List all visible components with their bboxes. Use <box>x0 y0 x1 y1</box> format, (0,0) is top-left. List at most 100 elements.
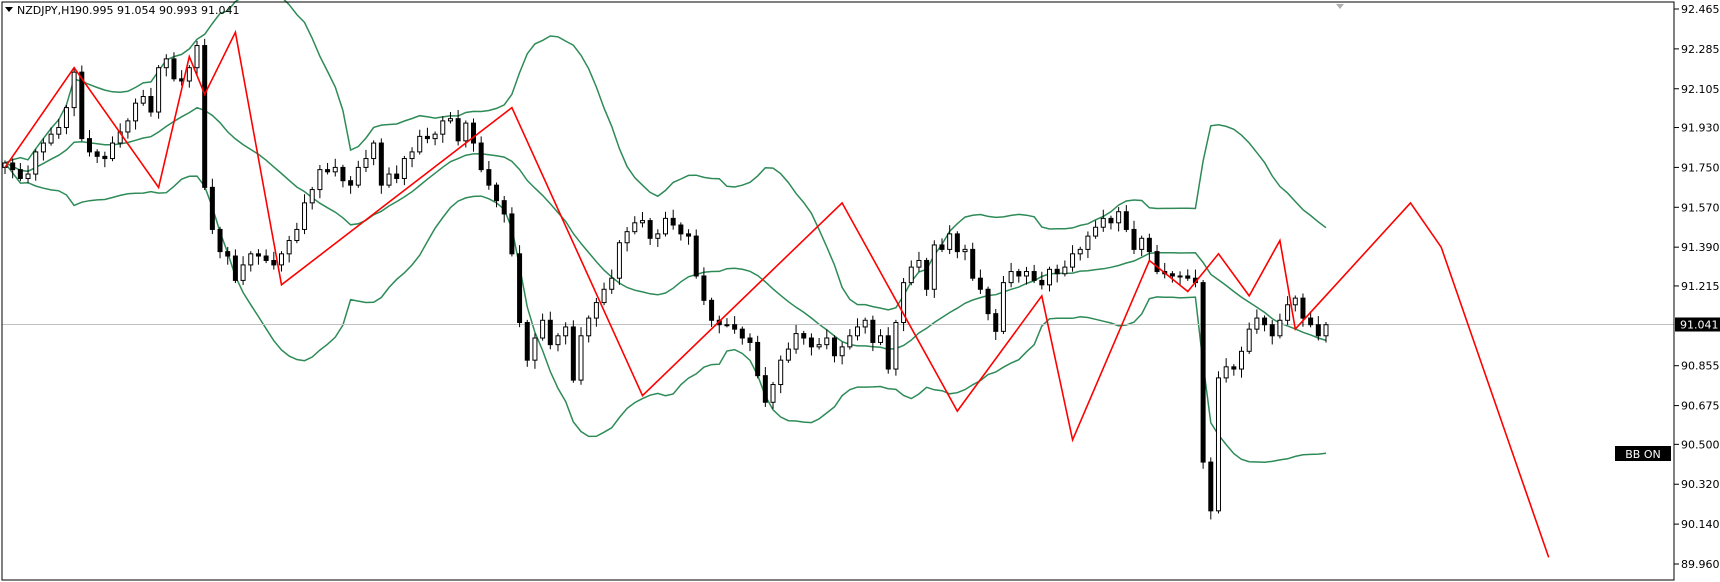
candle <box>801 330 807 345</box>
candle <box>1315 316 1321 341</box>
price-tick-label: 91.750 <box>1681 161 1720 174</box>
candle <box>255 249 261 265</box>
candle <box>517 245 523 328</box>
candle <box>355 160 361 188</box>
price-tick-label: 90.855 <box>1681 360 1720 373</box>
candle <box>478 136 484 173</box>
candle <box>632 216 638 235</box>
candle <box>1131 220 1137 255</box>
candle <box>294 222 300 244</box>
candle <box>17 162 23 182</box>
candle <box>678 222 684 241</box>
price-tick-label: 90.140 <box>1681 518 1720 531</box>
candle <box>878 329 884 346</box>
candle <box>824 329 830 350</box>
candle <box>240 256 246 286</box>
candle <box>747 333 753 352</box>
candle <box>494 182 500 208</box>
candle <box>993 308 999 341</box>
ohlc-values: 90.995 91.054 90.993 91.041 <box>75 4 239 17</box>
candle <box>447 112 453 124</box>
bb-on-label[interactable]: BB ON <box>1625 448 1660 461</box>
price-tick-label: 92.285 <box>1681 43 1720 56</box>
candle <box>563 322 569 345</box>
candle <box>470 118 476 152</box>
candle <box>509 207 515 257</box>
bollinger-bands <box>4 0 1327 464</box>
candle <box>278 251 284 272</box>
candle <box>202 38 208 191</box>
candle <box>1031 264 1037 284</box>
candle <box>1062 260 1068 277</box>
candle <box>808 333 814 356</box>
candle <box>209 178 215 235</box>
candle <box>1254 309 1260 334</box>
candle <box>831 335 837 363</box>
candle <box>532 333 538 369</box>
candle <box>686 229 692 245</box>
candle <box>1000 275 1006 335</box>
candle <box>33 149 39 181</box>
candle <box>624 227 630 252</box>
current-price-tag <box>1675 317 1720 332</box>
candle <box>639 211 645 228</box>
candle <box>148 87 154 117</box>
candle <box>1023 266 1029 285</box>
candle <box>586 315 592 343</box>
candle <box>524 319 530 367</box>
candle <box>48 127 54 146</box>
candle <box>693 229 699 279</box>
candle <box>839 342 845 365</box>
candle <box>1077 246 1083 261</box>
candle <box>770 381 776 409</box>
candle <box>616 240 622 285</box>
candle <box>847 329 853 350</box>
price-tick-label: 90.675 <box>1681 400 1720 413</box>
candle <box>1100 209 1106 232</box>
candle <box>340 164 346 188</box>
candle <box>394 165 400 184</box>
candle <box>785 342 791 363</box>
candle <box>94 149 100 163</box>
candle <box>417 129 423 155</box>
candle <box>401 155 407 186</box>
candle <box>709 297 715 327</box>
candle <box>647 217 653 245</box>
candle <box>755 335 761 379</box>
candle <box>248 251 254 272</box>
price-tick-label: 90.320 <box>1681 478 1720 491</box>
candle <box>1285 296 1291 325</box>
candle <box>1177 271 1183 285</box>
shift-marker-icon[interactable] <box>1336 4 1344 9</box>
candle <box>432 131 438 146</box>
candle <box>63 104 69 135</box>
candle <box>970 242 976 281</box>
candle <box>424 127 430 144</box>
candle <box>10 158 16 179</box>
bb-on-button[interactable] <box>1615 446 1671 461</box>
candle <box>985 286 991 321</box>
candle <box>1146 233 1152 261</box>
candle <box>1239 346 1245 378</box>
candle <box>1292 295 1298 312</box>
candle <box>1047 266 1053 292</box>
candle <box>547 311 553 350</box>
candle <box>570 320 576 383</box>
bb-middle-band <box>4 106 1327 351</box>
price-tick-label: 92.465 <box>1681 3 1720 16</box>
dropdown-triangle-icon[interactable] <box>5 7 13 12</box>
candle <box>870 315 876 352</box>
candle <box>378 138 384 194</box>
candle <box>371 140 377 166</box>
candle <box>724 318 730 328</box>
candle <box>25 165 31 184</box>
candle <box>133 98 139 130</box>
candle <box>916 251 922 272</box>
candle <box>1116 207 1122 232</box>
candle <box>194 40 200 77</box>
price-tick-label: 91.390 <box>1681 241 1720 254</box>
candle <box>501 195 507 223</box>
candle <box>102 151 108 168</box>
candle <box>816 338 822 350</box>
